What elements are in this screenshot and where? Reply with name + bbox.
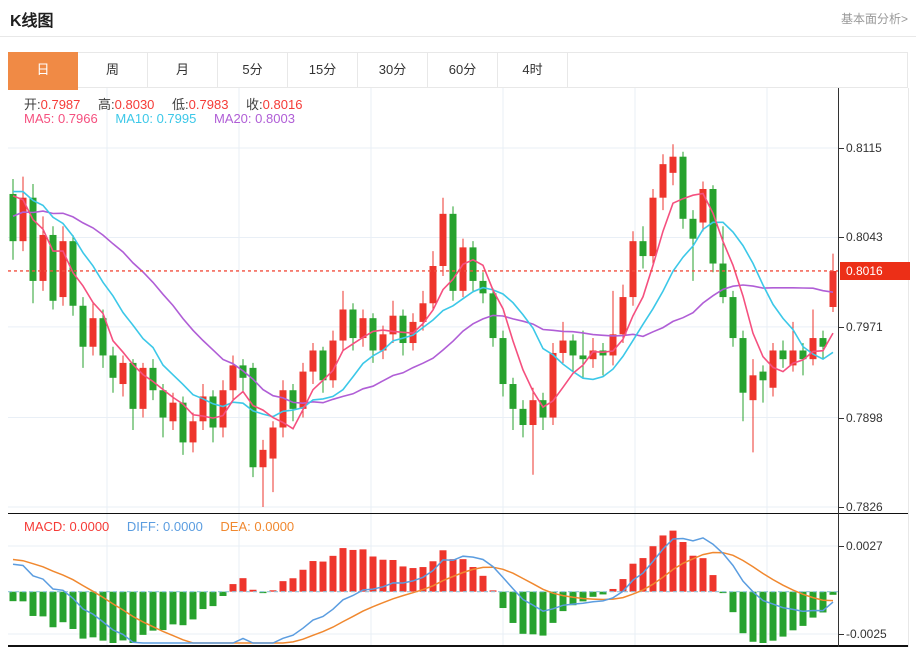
macd-tick-1-tick <box>839 634 844 635</box>
high-value: 0.8030 <box>114 97 155 112</box>
macd-chart[interactable] <box>8 514 838 645</box>
price-tick-4-tick <box>839 507 844 508</box>
macd-tick-0-tick <box>839 546 844 547</box>
price-tick-4: 0.7826 <box>846 500 883 514</box>
price-tick-2-tick <box>839 327 844 328</box>
price-tick-2: 0.7971 <box>846 320 883 334</box>
low-label: 低: <box>172 97 189 112</box>
macd-readout: MACD: 0.0000 DIFF: 0.0000 DEA: 0.0000 <box>24 519 308 534</box>
ohlc-readout: 开:0.7987 高:0.8030 低:0.7983 收:0.8016 <box>24 94 316 113</box>
price-tick-0: 0.8115 <box>846 141 882 155</box>
tab-30min[interactable]: 30分 <box>358 53 428 87</box>
macd-tick-1: -0.0025 <box>846 627 887 641</box>
low-value: 0.7983 <box>188 97 229 112</box>
panel-separator <box>8 513 908 514</box>
chart-bottom-border <box>8 645 908 647</box>
tab-15min[interactable]: 15分 <box>288 53 358 87</box>
open-label: 开: <box>24 97 41 112</box>
ma5-value: 0.7966 <box>57 111 98 126</box>
diff-label: DIFF: <box>126 519 160 534</box>
open-value: 0.7987 <box>40 97 81 112</box>
price-axis-line <box>838 88 839 647</box>
last-price-label: 0.8016 <box>840 262 910 280</box>
header-divider <box>0 36 916 37</box>
page-title: K线图 <box>10 13 54 30</box>
ma20-label: MA20: <box>213 111 252 126</box>
period-tabs: 日周月 5分 15分 30分 60分 4时 <box>8 52 908 90</box>
tab-60min[interactable]: 60分 <box>428 53 498 87</box>
ma5-label: MA5: <box>24 111 55 126</box>
close-value: 0.8016 <box>262 97 303 112</box>
price-tick-3-tick <box>839 418 844 419</box>
price-tick-1: 0.8043 <box>846 230 883 244</box>
dea-label: DEA: <box>220 519 251 534</box>
ma10-value: 0.7995 <box>156 111 197 126</box>
candlestick-chart[interactable] <box>8 88 838 513</box>
chart-area: 开:0.7987 高:0.8030 低:0.7983 收:0.8016 MA5:… <box>8 88 910 647</box>
tab-week[interactable]: 周 <box>78 53 148 87</box>
macd-tick-0: 0.0027 <box>846 539 883 553</box>
dea-value: 0.0000 <box>254 519 295 534</box>
ma20-value: 0.8003 <box>255 111 295 126</box>
tab-month[interactable]: 月 <box>148 53 218 87</box>
ma-readout: MA5: 0.7966 MA10: 0.7995 MA20: 0.8003 <box>24 111 309 126</box>
price-tick-3: 0.7898 <box>846 411 883 425</box>
tab-5min[interactable]: 5分 <box>218 53 288 87</box>
ma10-label: MA10: <box>115 111 153 126</box>
close-label: 收: <box>246 97 263 112</box>
macd-label: MACD: <box>24 519 66 534</box>
diff-value: 0.0000 <box>163 519 203 534</box>
tab-day[interactable]: 日 <box>8 52 78 90</box>
price-tick-0-tick <box>839 148 844 149</box>
tab-4hour[interactable]: 4时 <box>498 53 568 87</box>
fundamental-analysis-link[interactable]: 基本面分析> <box>840 12 908 26</box>
macd-value: 0.0000 <box>69 519 110 534</box>
price-tick-1-tick <box>839 237 844 238</box>
high-label: 高: <box>98 97 115 112</box>
